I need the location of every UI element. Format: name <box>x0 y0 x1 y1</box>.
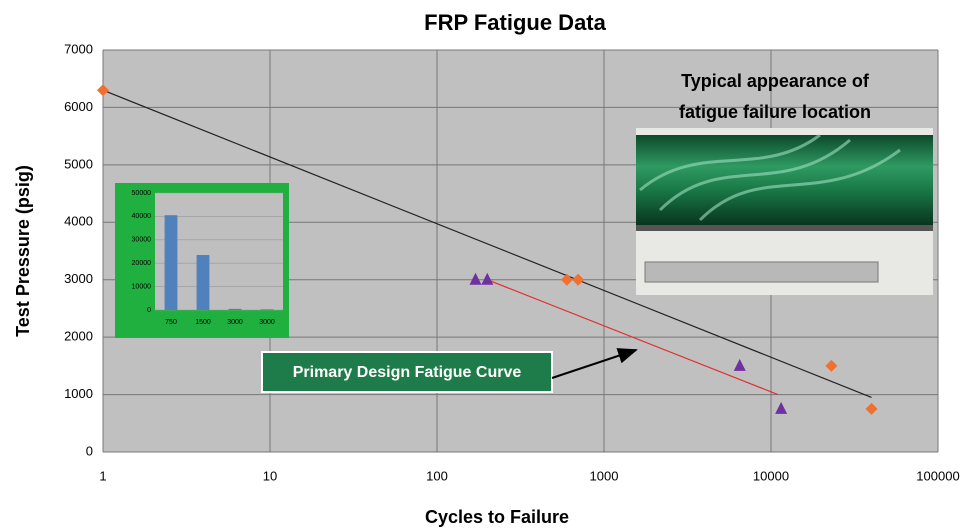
y-tick-label: 3000 <box>64 271 93 286</box>
y-tick-label: 10000 <box>132 283 152 290</box>
bar <box>197 255 210 310</box>
photo-caption: fatigue failure location <box>679 102 871 122</box>
y-tick-label: 40000 <box>132 213 152 220</box>
x-tick-label: 1500 <box>195 319 211 326</box>
y-tick-label: 5000 <box>64 156 93 171</box>
x-tick-label: 10 <box>263 468 277 483</box>
y-tick-label: 7000 <box>64 41 93 56</box>
bar <box>261 309 274 310</box>
y-tick-label: 50000 <box>132 190 152 197</box>
x-tick-label: 10000 <box>753 468 789 483</box>
x-tick-label: 3000 <box>259 319 275 326</box>
x-tick-label: 3000 <box>227 319 243 326</box>
x-tick-label: 100 <box>426 468 448 483</box>
bar <box>229 309 242 310</box>
annotation: Primary Design Fatigue Curve <box>293 364 522 381</box>
y-tick-label: 4000 <box>64 214 93 229</box>
x-tick-label: 750 <box>165 319 177 326</box>
y-tick-label: 2000 <box>64 329 93 344</box>
photo-ruler <box>645 262 878 282</box>
y-tick-label: 0 <box>147 307 151 314</box>
x-tick-label: 1 <box>99 468 106 483</box>
y-tick-label: 0 <box>86 443 93 458</box>
page: 0 1000 2000 3000 4000 5000 6000 7000 1 10 100 1000 1… <box>0 0 966 532</box>
chart: 0 1000 2000 3000 4000 5000 6000 7000 1 10 100 1000 1… <box>0 0 966 532</box>
y-axis-label: Test Pressure (psig) <box>13 165 33 337</box>
bar <box>165 215 178 310</box>
photo-pipe <box>636 135 933 225</box>
x-tick-label: 100000 <box>916 468 959 483</box>
x-tick-label: 1000 <box>590 468 619 483</box>
x-axis-label: Cycles to Failure <box>425 507 569 527</box>
y-tick-label: 20000 <box>132 260 152 267</box>
y-tick-label: 1000 <box>64 386 93 401</box>
photo-caption: Typical appearance of <box>681 71 870 91</box>
photo-edge <box>636 225 933 231</box>
y-tick-label: 6000 <box>64 99 93 114</box>
y-tick-label: 30000 <box>132 237 152 244</box>
chart-title: FRP Fatigue Data <box>424 10 607 35</box>
